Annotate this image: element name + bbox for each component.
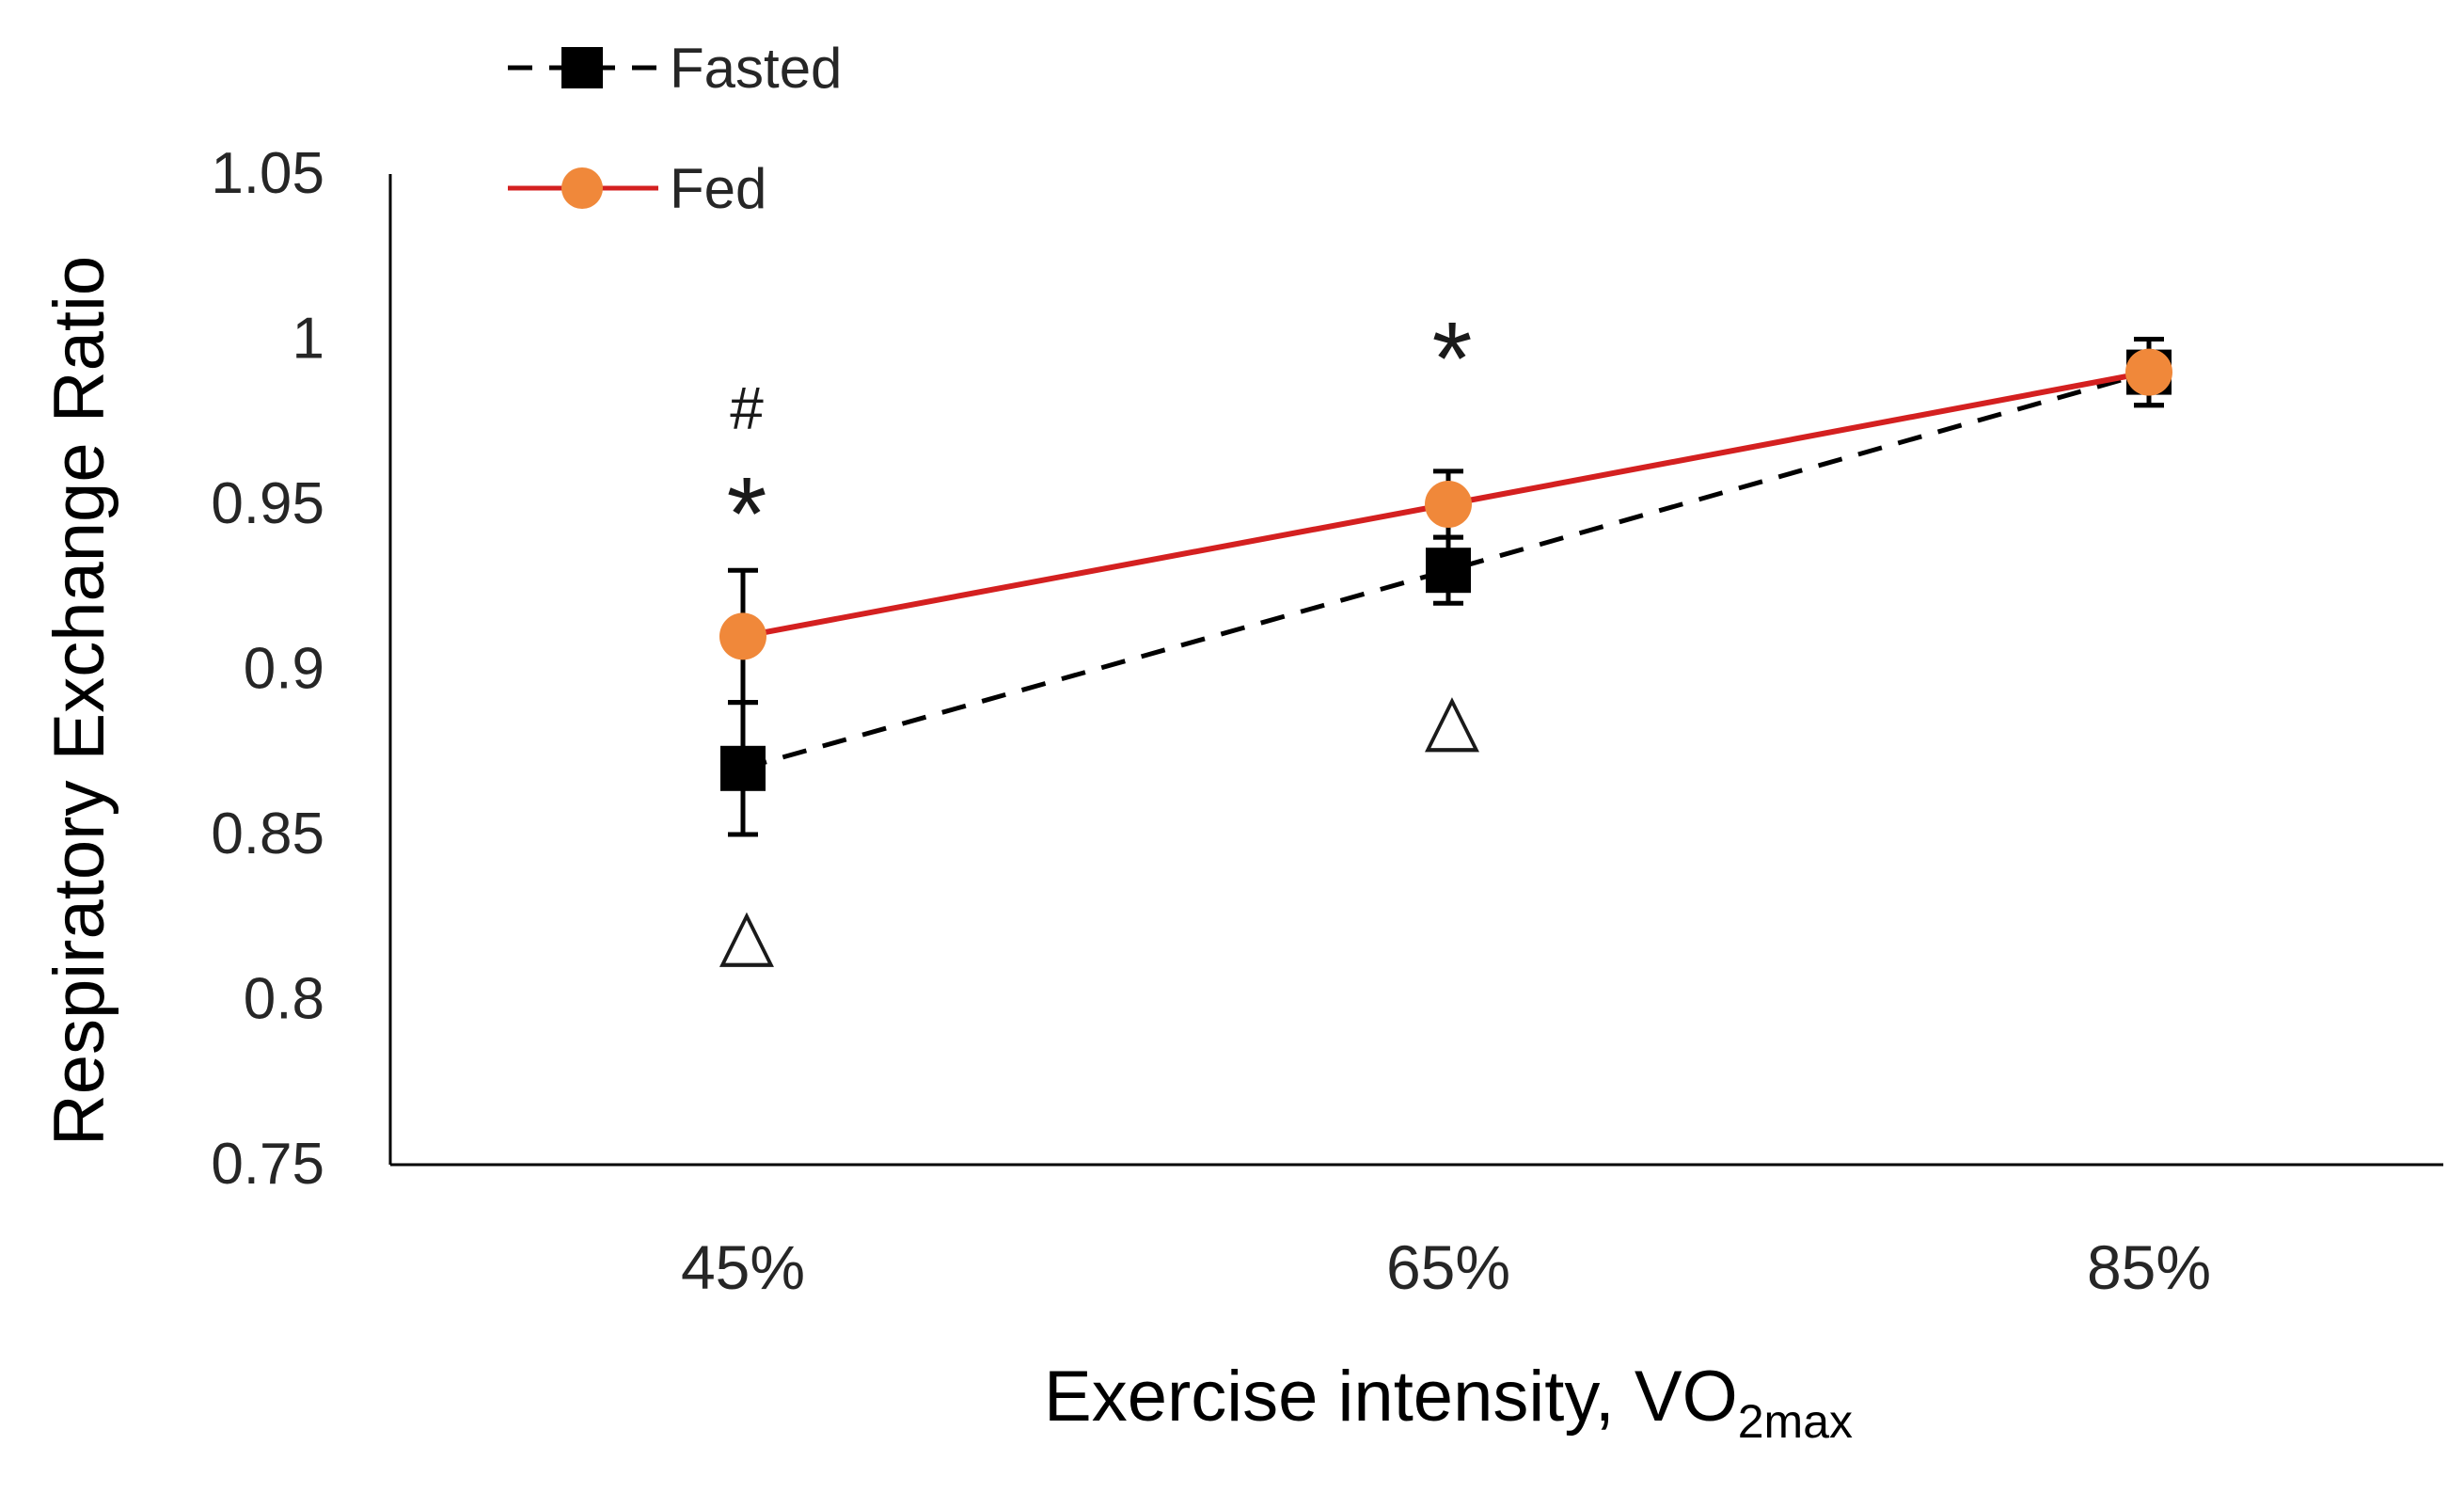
legend-item-fed: Fed [508, 157, 766, 220]
legend-item-fasted: Fasted [508, 37, 842, 100]
significance-asterisk: * [1432, 301, 1473, 417]
y-tick-label: 1 [292, 307, 324, 372]
significance-hash: # [730, 374, 764, 442]
axes [388, 174, 2443, 1167]
y-tick-label: 1.05 [211, 141, 324, 206]
y-axis-label: Respiratory Exchange Ratio [39, 256, 119, 1146]
series-line-fasted [742, 370, 2150, 771]
legend-label-fasted: Fasted [670, 37, 842, 100]
x-axis-label-main: Exercise intensity, VO [1044, 1357, 1738, 1437]
y-axis-ticks: 0.75 0.8 0.85 0.9 0.95 1 1.05 [211, 141, 324, 1197]
legend-label-fed: Fed [670, 157, 766, 220]
legend-marker-fed [561, 167, 603, 209]
y-tick-label: 0.8 [244, 967, 324, 1032]
legend: Fasted Fed [508, 37, 842, 220]
y-tick-label: 0.95 [211, 471, 324, 536]
series-fed [719, 337, 2172, 706]
significance-triangle: △ [719, 894, 775, 974]
data-point-fed [719, 612, 766, 660]
significance-triangle: △ [1425, 679, 1480, 759]
data-point-fasted [720, 745, 766, 791]
x-tick-label: 85% [2087, 1232, 2211, 1302]
series-layer [719, 337, 2172, 837]
x-tick-label: 65% [1386, 1232, 1510, 1302]
x-axis-ticks: 45% 65% 85% [681, 1232, 2211, 1302]
data-point-fasted [1426, 548, 1471, 594]
significance-asterisk: * [727, 456, 767, 572]
x-axis-label-subscript: 2max [1738, 1395, 1853, 1448]
y-tick-label: 0.85 [211, 802, 324, 866]
annotations: # * △ * △ [719, 301, 1480, 974]
data-point-fed [2125, 348, 2172, 396]
legend-marker-fasted [561, 47, 603, 88]
x-tick-label: 45% [681, 1232, 805, 1302]
x-axis-label: Exercise intensity, VO2max [1044, 1357, 1853, 1448]
y-tick-label: 0.75 [211, 1132, 324, 1197]
data-point-fed [1425, 481, 1472, 528]
y-tick-label: 0.9 [244, 637, 324, 702]
